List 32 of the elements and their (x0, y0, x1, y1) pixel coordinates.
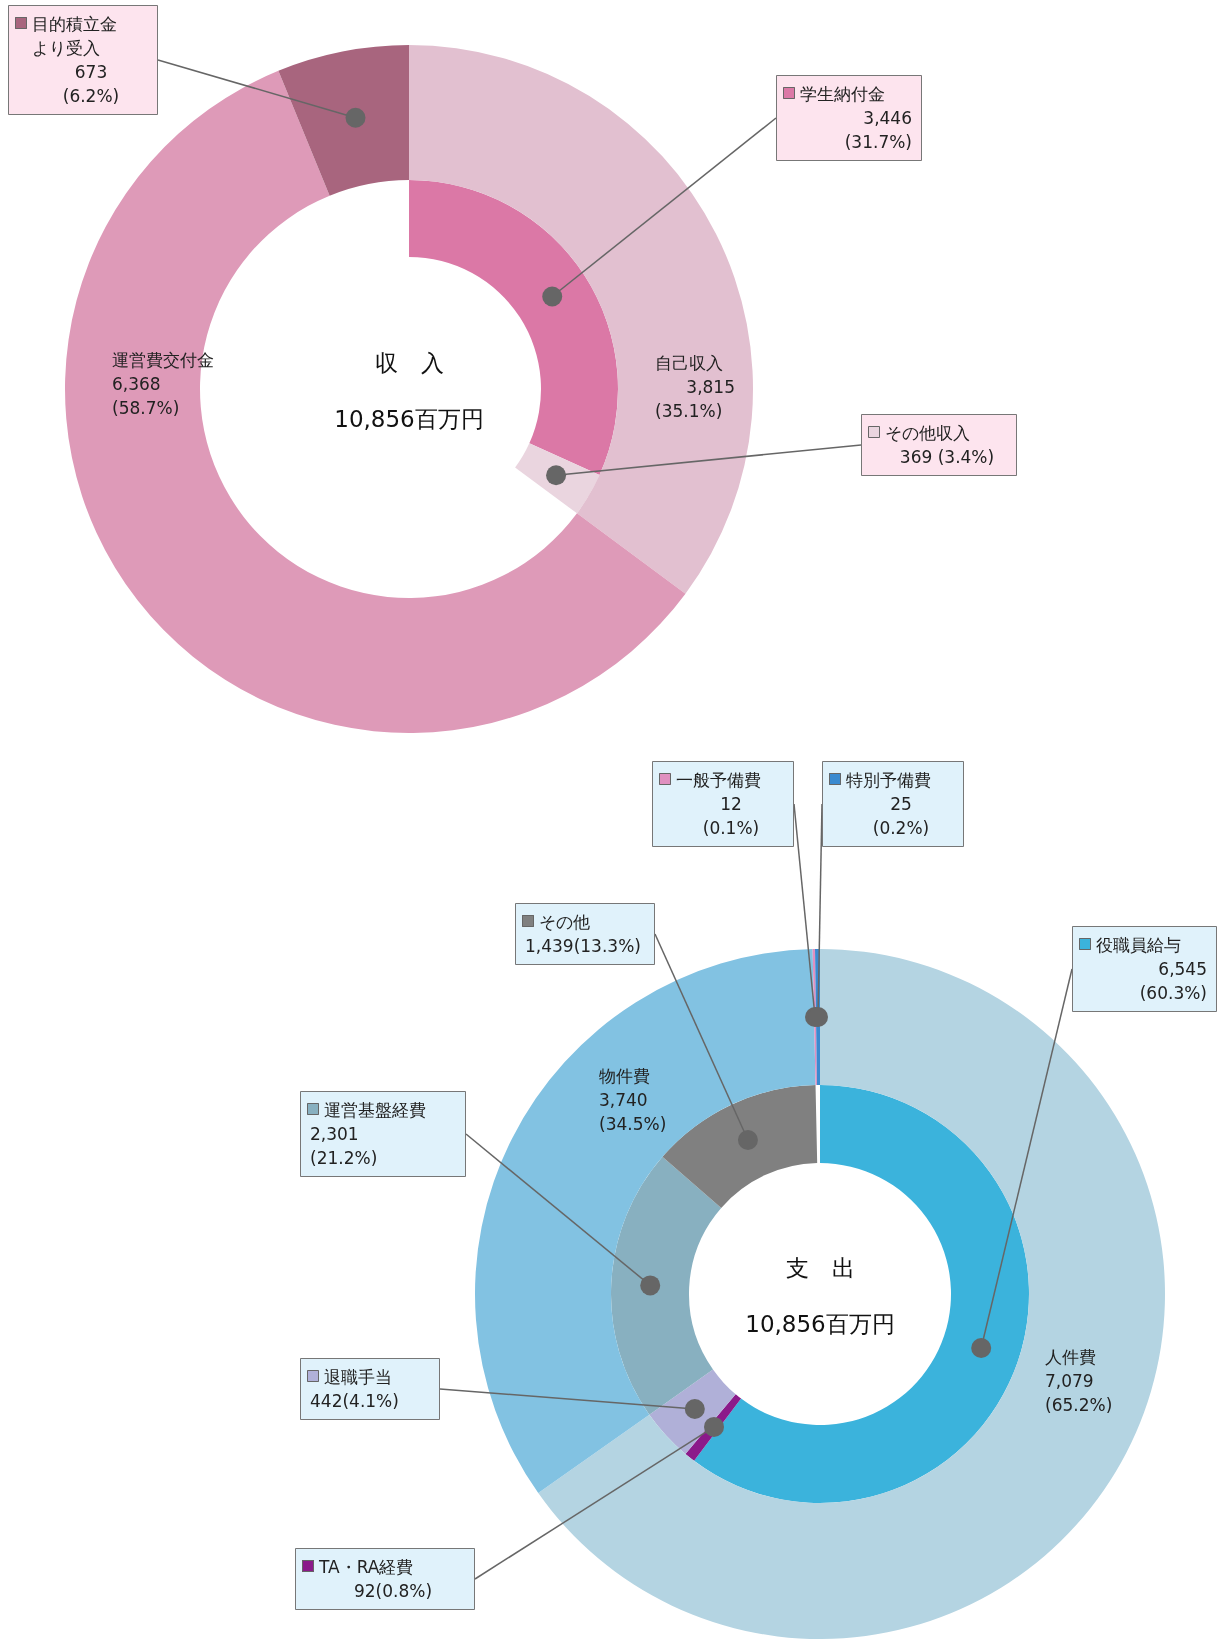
legend-label: 特別予備費 (846, 770, 931, 790)
text: 10,856百万円 (334, 406, 484, 432)
data-label: 92(0.8%) (353, 1581, 433, 1601)
legend-label: TA・RA経費 (318, 1557, 414, 1577)
data-label: 12 (0.1%) (702, 794, 760, 838)
legend-label: その他収入 (885, 423, 970, 443)
data-label: 3,446 (31.7%) (844, 108, 912, 152)
legend-label: 目的積立金より受入 (32, 14, 117, 58)
legend-label: 学生納付金 (800, 84, 885, 104)
data-label: 673 (6.2%) (62, 62, 120, 106)
legend-label: その他 (539, 912, 590, 932)
data-label: 6,545 (60.3%) (1139, 959, 1207, 1003)
data-label: 3,815 (35.1%) (655, 377, 735, 421)
text: 10,856百万円 (745, 1311, 895, 1337)
data-label: 442(4.1%) (310, 1391, 399, 1411)
slice-label: 運営費交付金 (112, 350, 214, 370)
data-label: 6,368 (58.7%) (112, 374, 180, 418)
text: 支 出 (785, 1255, 855, 1281)
legend-label: 役職員給与 (1096, 935, 1181, 955)
legend-label: 一般予備費 (676, 770, 761, 790)
data-label: 7,079 (65.2%) (1045, 1371, 1113, 1415)
slice-label: 自己収入 (655, 353, 723, 373)
slice-label: 人件費 (1045, 1347, 1096, 1367)
data-label: 1,439(13.3%) (525, 936, 641, 956)
data-label: 369 (3.4%) (899, 447, 995, 467)
text: 収 入 (374, 350, 444, 376)
data-label: 2,301 (21.2%) (310, 1124, 378, 1168)
legend-label: 退職手当 (324, 1367, 392, 1387)
slice-label: 物件費 (599, 1066, 650, 1086)
legend-label: 運営基盤経費 (324, 1100, 426, 1120)
data-label: 3,740 (34.5%) (599, 1090, 667, 1134)
data-label: 25 (0.2%) (872, 794, 930, 838)
